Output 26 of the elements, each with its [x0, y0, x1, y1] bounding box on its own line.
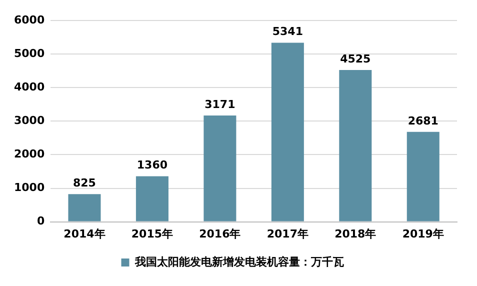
bar	[339, 70, 372, 222]
y-tick-label: 0	[36, 214, 45, 228]
y-tick-label: 1000	[14, 181, 45, 194]
y-tick-label: 4000	[14, 80, 45, 94]
y-tick-label: 2000	[14, 148, 45, 161]
data-label: 5341	[272, 25, 303, 38]
y-tick-label: 6000	[14, 13, 45, 26]
bar	[136, 176, 168, 222]
y-tick-label: 3000	[14, 114, 45, 128]
y-tick-label: 5000	[14, 46, 45, 60]
data-label: 825	[72, 176, 96, 190]
data-label: 3171	[204, 98, 236, 111]
bar	[204, 115, 236, 222]
data-label: 4525	[340, 52, 371, 66]
x-tick-label: 2018年	[334, 227, 376, 240]
x-tick-label: 2017年	[266, 227, 308, 240]
legend-label: 我国太阳能发电新增发电装机容量：万千瓦	[134, 255, 344, 268]
bar	[271, 42, 304, 222]
x-tick-label: 2019年	[402, 227, 444, 240]
x-tick-label: 2016年	[199, 227, 241, 240]
x-tick-label: 2015年	[131, 227, 174, 240]
bar	[406, 132, 440, 222]
bar	[68, 194, 101, 222]
x-tick-label: 2014年	[64, 227, 106, 240]
data-label: 2681	[408, 114, 438, 128]
data-label: 1360	[136, 158, 168, 172]
